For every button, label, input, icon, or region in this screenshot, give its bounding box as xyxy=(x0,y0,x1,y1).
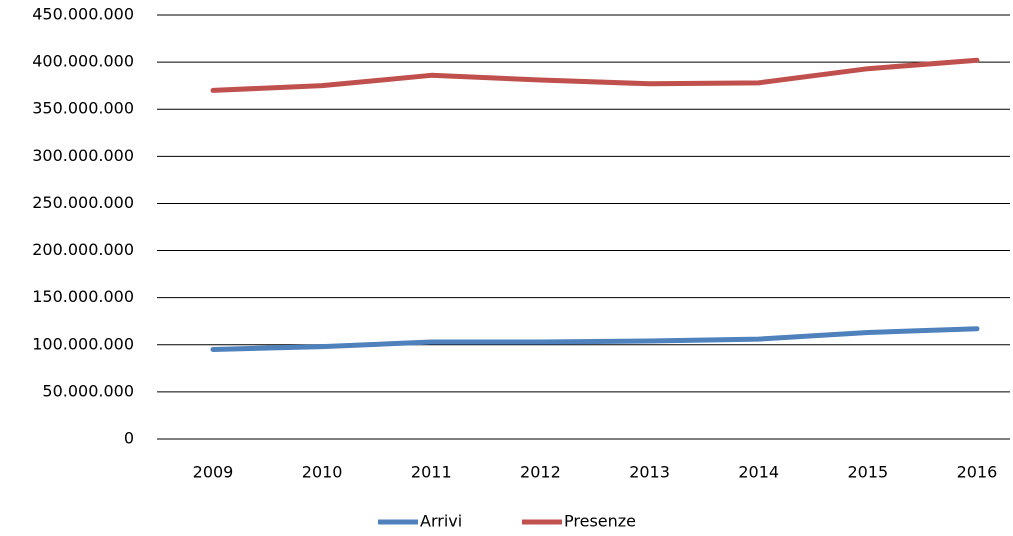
x-tick-label: 2013 xyxy=(629,463,670,482)
x-tick-label: 2015 xyxy=(847,463,888,482)
series-line xyxy=(210,57,980,93)
y-tick-label: 150.000.000 xyxy=(32,287,134,306)
y-tick-label: 200.000.000 xyxy=(32,240,134,259)
x-tick-label: 2016 xyxy=(957,463,998,482)
y-tick-label: 400.000.000 xyxy=(32,52,134,71)
series-line xyxy=(210,326,980,352)
x-tick-label: 2014 xyxy=(738,463,779,482)
y-tick-label: 100.000.000 xyxy=(32,334,134,353)
legend-label: Presenze xyxy=(564,512,636,531)
legend-label: Arrivi xyxy=(420,512,462,531)
y-tick-label: 450.000.000 xyxy=(32,5,134,24)
y-tick-label: 50.000.000 xyxy=(42,381,134,400)
x-tick-label: 2009 xyxy=(193,463,234,482)
x-tick-label: 2011 xyxy=(411,463,452,482)
y-tick-label: 350.000.000 xyxy=(32,99,134,118)
y-tick-label: 250.000.000 xyxy=(32,193,134,212)
x-tick-label: 2012 xyxy=(520,463,561,482)
y-tick-label: 300.000.000 xyxy=(32,146,134,165)
y-tick-label: 0 xyxy=(124,429,134,448)
x-tick-label: 2010 xyxy=(302,463,343,482)
